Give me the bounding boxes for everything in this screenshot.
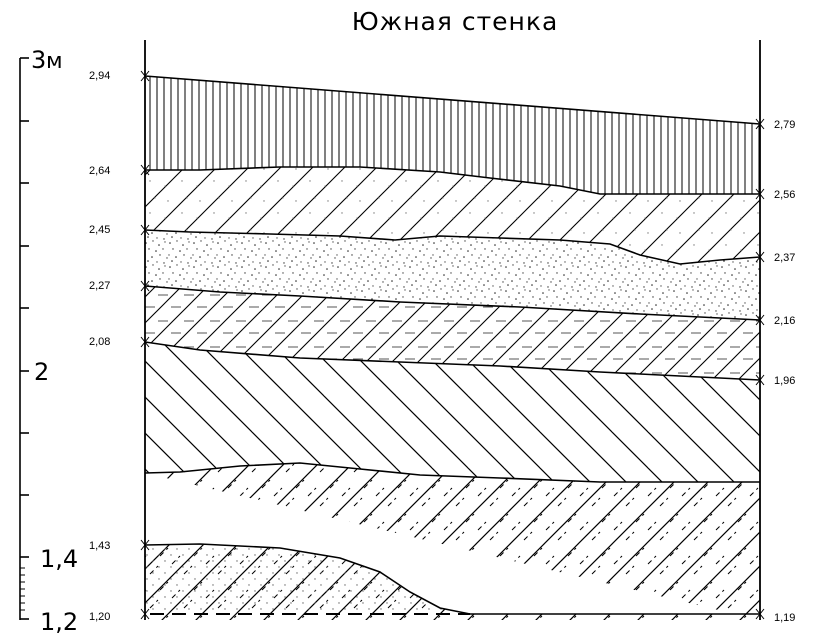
right-mark-cross [755,374,765,386]
scale-label-3: 3 [31,46,46,74]
right-mark-label: 1,96 [774,375,795,387]
right-marks: 2,79 2,56 2,37 2,16 1,96 1,19 [755,118,795,624]
layer-diagonal-dashed [145,286,760,380]
layers-group [145,75,761,620]
right-mark-label: 2,79 [774,119,795,131]
scale-label-2: 2 [34,358,49,386]
layer-vertical-hatch [145,76,760,194]
layer-diagonal-dotted [145,167,760,264]
right-mark-label: 2,16 [774,315,795,327]
boundary-3 [145,285,761,321]
boundary-top [145,75,761,125]
left-mark-label: 2,94 [89,70,110,82]
left-mark-cross [140,336,150,348]
right-mark-label: 1,19 [774,612,795,624]
left-mark-cross [140,280,150,292]
boundary-4 [145,341,761,381]
left-mark-cross [140,70,150,82]
layer-back-diagonal [145,342,760,482]
left-mark-label: 1,20 [89,611,110,623]
boundary-5 [145,462,760,483]
diagram-title: Южная стенка [352,7,559,36]
left-mark-cross [140,539,150,551]
right-mark-cross [755,251,765,263]
layer-sparse-dots [145,544,470,614]
left-mark-label: 1,43 [89,540,110,552]
left-mark-label: 2,27 [89,280,110,292]
left-marks: 2,94 2,64 2,45 2,27 2,08 1,43 1,20 [89,70,150,623]
left-mark-label: 2,08 [89,336,110,348]
right-mark-label: 2,37 [774,252,795,264]
left-mark-label: 2,45 [89,224,110,236]
left-mark-label: 2,64 [89,165,110,177]
depth-scale: 3 м 2 1,4 1,2 [19,46,78,635]
scale-label-1-4: 1,4 [40,545,78,573]
right-mark-cross [755,314,765,326]
left-mark-cross [140,164,150,176]
right-mark-cross [755,118,765,130]
right-mark-label: 2,56 [774,189,795,201]
boundary-1 [145,166,760,195]
left-mark-cross [140,608,150,620]
boundary-6 [145,543,760,615]
boundary-2 [145,229,761,265]
scale-unit: м [46,49,63,74]
right-mark-cross [755,188,765,200]
layer-stipple [145,230,760,320]
right-mark-cross [755,608,765,620]
scale-label-1-2: 1,2 [40,608,78,635]
left-mark-cross [140,224,150,236]
